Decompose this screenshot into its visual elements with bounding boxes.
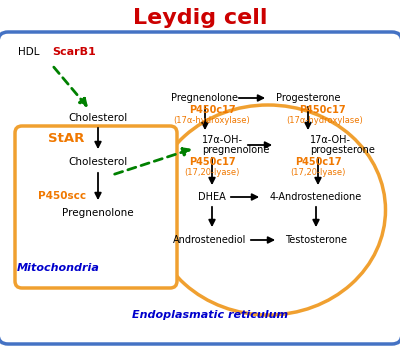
Text: (17,20-lyase): (17,20-lyase): [184, 168, 240, 177]
FancyBboxPatch shape: [15, 126, 177, 288]
Text: 17α-OH-: 17α-OH-: [202, 135, 243, 145]
Text: ScarB1: ScarB1: [52, 47, 96, 57]
Text: P450c17: P450c17: [189, 157, 235, 167]
Text: progesterone: progesterone: [310, 145, 375, 155]
Text: P450c17: P450c17: [189, 105, 235, 115]
Text: P450c17: P450c17: [295, 157, 341, 167]
Ellipse shape: [150, 105, 386, 315]
Text: Cholesterol: Cholesterol: [68, 113, 128, 123]
Text: (17α-hydroxylase): (17α-hydroxylase): [287, 116, 363, 125]
Text: (17α-hydroxylase): (17α-hydroxylase): [174, 116, 250, 125]
Text: DHEA: DHEA: [198, 192, 226, 202]
Text: Testosterone: Testosterone: [285, 235, 347, 245]
Text: Progesterone: Progesterone: [276, 93, 340, 103]
Text: HDL: HDL: [18, 47, 40, 57]
Text: 17α-OH-: 17α-OH-: [310, 135, 351, 145]
Text: Cholesterol: Cholesterol: [68, 157, 128, 167]
Text: P450c17: P450c17: [299, 105, 345, 115]
FancyBboxPatch shape: [0, 32, 400, 344]
Text: StAR: StAR: [48, 132, 84, 144]
Text: Androstenediol: Androstenediol: [173, 235, 247, 245]
Text: pregnenolone: pregnenolone: [202, 145, 269, 155]
Text: P450scc: P450scc: [38, 191, 86, 201]
Text: Leydig cell: Leydig cell: [133, 8, 267, 28]
Text: (17,20-lyase): (17,20-lyase): [290, 168, 346, 177]
Text: 4-Androstenedione: 4-Androstenedione: [270, 192, 362, 202]
Text: Mitochondria: Mitochondria: [16, 263, 100, 273]
Text: Pregnenolone: Pregnenolone: [172, 93, 238, 103]
Text: Pregnenolone: Pregnenolone: [62, 208, 134, 218]
Text: Endoplasmatic reticulum: Endoplasmatic reticulum: [132, 310, 288, 320]
